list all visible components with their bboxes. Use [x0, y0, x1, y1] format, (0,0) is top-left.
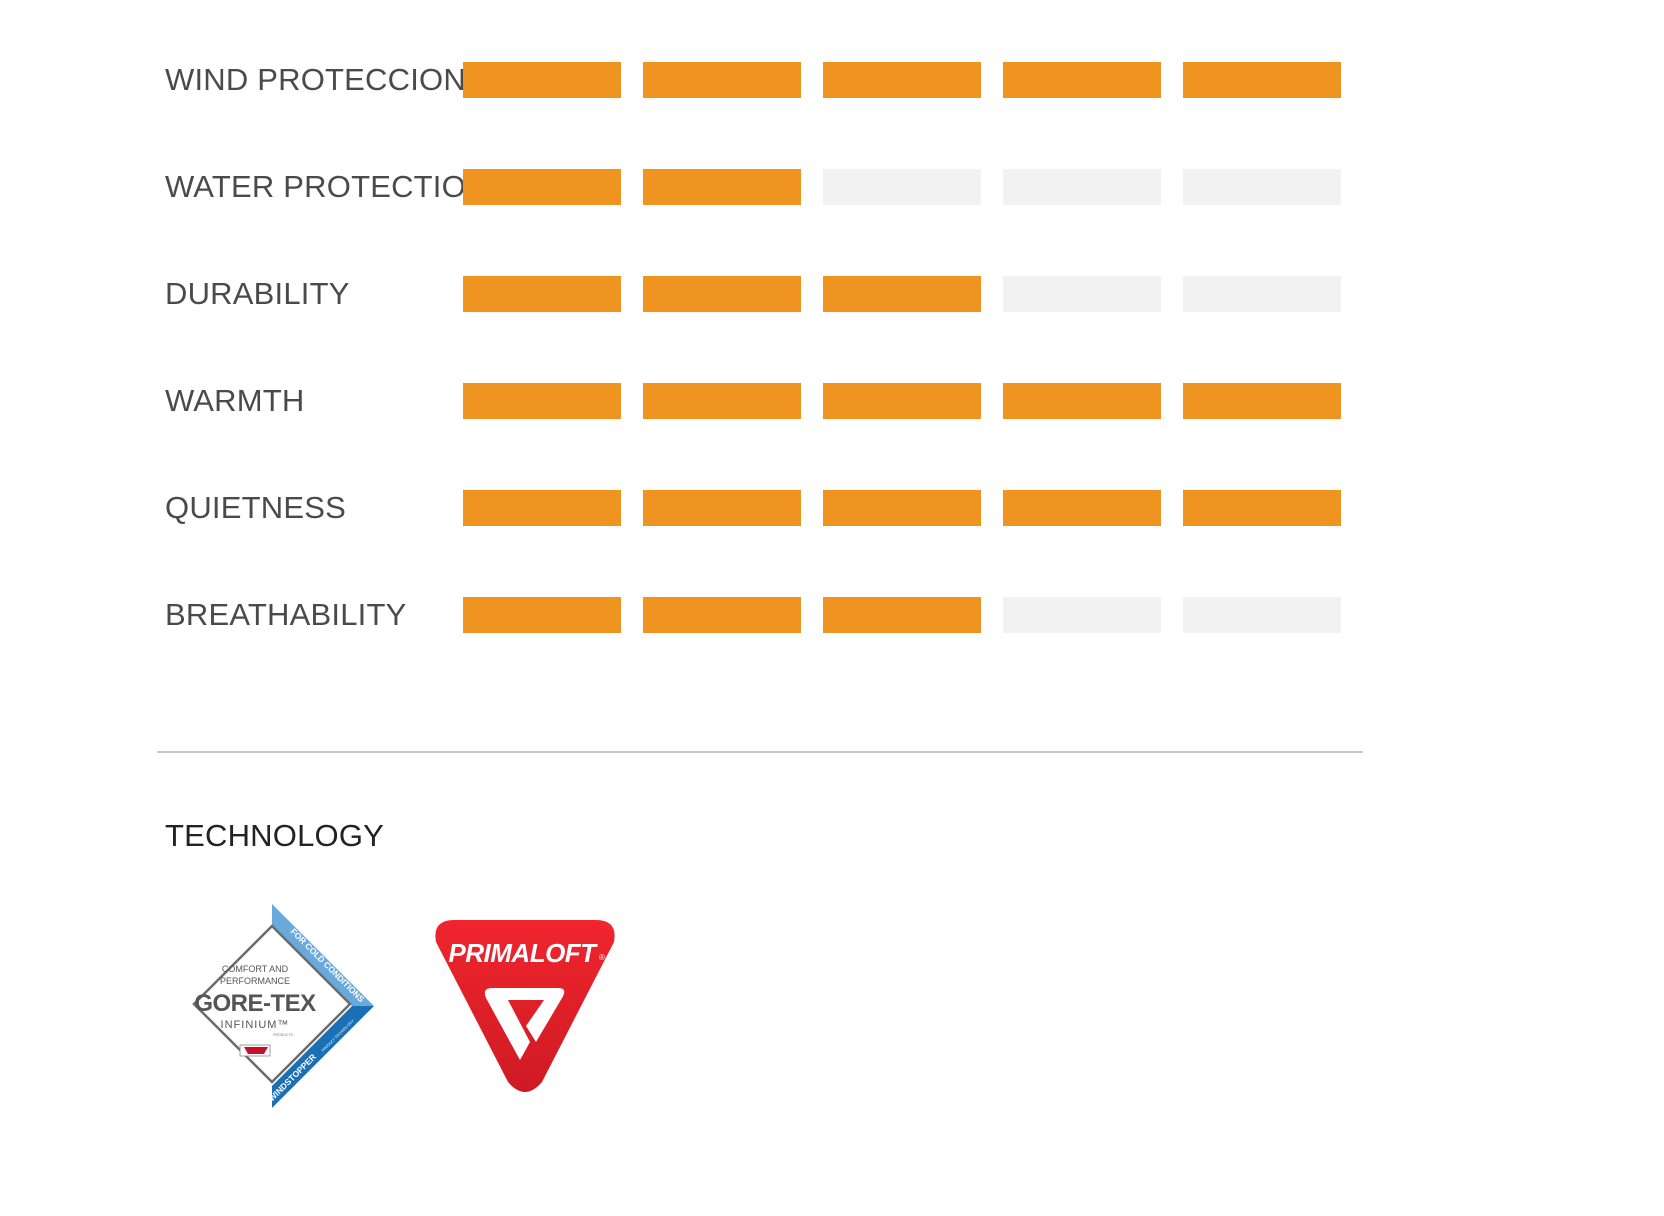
- rating-segment-filled: [463, 383, 621, 419]
- rating-segment-filled: [463, 62, 621, 98]
- rating-segment-filled: [1183, 490, 1341, 526]
- rating-segment-filled: [1003, 383, 1161, 419]
- rating-segment-filled: [823, 490, 981, 526]
- rating-segment-empty: [1183, 597, 1341, 633]
- rating-segment-filled: [643, 62, 801, 98]
- rating-row: QUIETNESS: [0, 488, 1664, 528]
- rating-row: DURABILITY: [0, 274, 1664, 314]
- section-divider: [157, 751, 1363, 753]
- rating-segment-filled: [463, 169, 621, 205]
- rating-label: WARMTH: [165, 383, 305, 418]
- rating-label: BREATHABILITY: [165, 597, 407, 632]
- primaloft-brand: PRIMALOFT: [448, 938, 598, 968]
- primaloft-registered: ®: [599, 953, 605, 962]
- technology-title: TECHNOLOGY: [165, 818, 385, 853]
- rating-segment-filled: [643, 597, 801, 633]
- rating-label: DURABILITY: [165, 276, 350, 311]
- rating-segment-empty: [1003, 276, 1161, 312]
- rating-segment-filled: [643, 169, 801, 205]
- gore-tex-brand: GORE-TEX: [194, 990, 316, 1017]
- rating-row: BREATHABILITY: [0, 595, 1664, 635]
- rating-segment-filled: [1183, 383, 1341, 419]
- rating-segment-filled: [823, 383, 981, 419]
- gore-tex-badge-icon: FOR COLD CONDITIONS WINDSTOPPER PRODUCT …: [170, 904, 374, 1108]
- rating-segment-filled: [1003, 490, 1161, 526]
- primaloft-logo: PRIMALOFT ®: [432, 918, 618, 1094]
- rating-segment-filled: [463, 276, 621, 312]
- rating-label: QUIETNESS: [165, 490, 346, 525]
- rating-segment-filled: [1183, 62, 1341, 98]
- rating-segment-filled: [463, 490, 621, 526]
- rating-segment-empty: [823, 169, 981, 205]
- rating-segment-filled: [643, 383, 801, 419]
- gore-tex-line1: COMFORT AND: [222, 964, 289, 974]
- rating-segment-empty: [1183, 276, 1341, 312]
- gore-tex-logo: FOR COLD CONDITIONS WINDSTOPPER PRODUCT …: [168, 900, 378, 1112]
- gore-tex-sub: INFINIUM™: [221, 1019, 290, 1031]
- rating-label: WATER PROTECTION: [165, 169, 489, 204]
- rating-row: WARMTH: [0, 381, 1664, 421]
- rating-segment-filled: [643, 490, 801, 526]
- rating-segment-filled: [823, 276, 981, 312]
- primaloft-badge-icon: PRIMALOFT ®: [435, 920, 615, 1092]
- gore-tex-products: PRODUCTS: [273, 1033, 293, 1037]
- rating-segment-filled: [643, 276, 801, 312]
- rating-segment-empty: [1003, 597, 1161, 633]
- rating-segment-filled: [463, 597, 621, 633]
- rating-segment-empty: [1003, 169, 1161, 205]
- rating-row: WATER PROTECTION: [0, 167, 1664, 207]
- primaloft-mark-icon: [484, 988, 565, 1060]
- rating-segment-filled: [823, 597, 981, 633]
- gore-tex-line2: PERFORMANCE: [220, 976, 290, 986]
- gore-mini-mark-icon: [239, 1044, 271, 1057]
- rating-row: WIND PROTECCION: [0, 60, 1664, 100]
- rating-segment-filled: [823, 62, 981, 98]
- rating-segment-filled: [1003, 62, 1161, 98]
- rating-label: WIND PROTECCION: [165, 62, 466, 97]
- rating-segment-empty: [1183, 169, 1341, 205]
